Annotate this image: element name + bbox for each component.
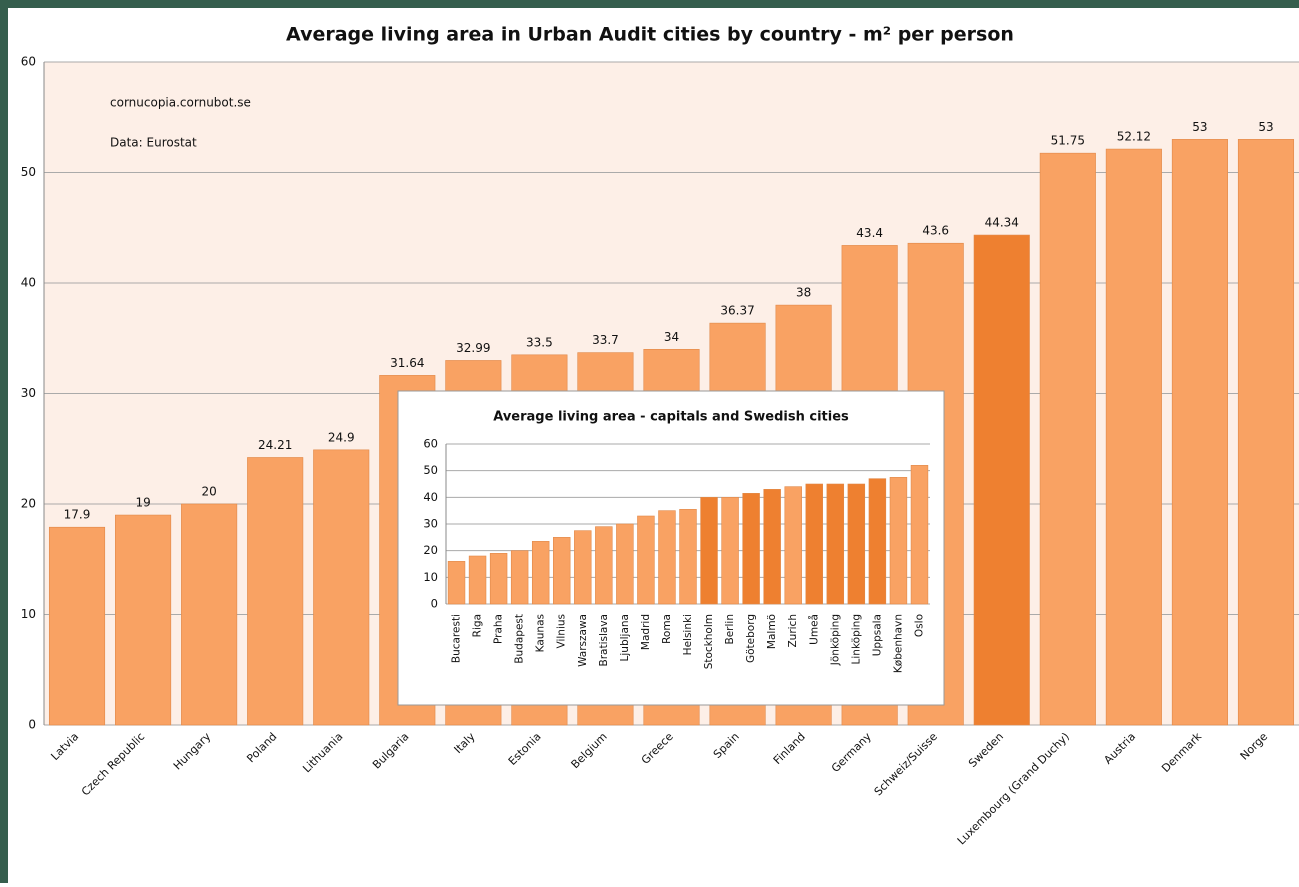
x-tick-label: Stockholm [703,614,715,669]
bar [616,523,634,605]
bar [826,483,845,605]
x-tick-label: Warszawa [577,614,589,667]
value-label: 24.9 [328,430,355,444]
bar [1105,148,1162,726]
bar [468,555,487,605]
inset-title: Average living area - capitals and Swedi… [493,410,849,425]
bar [489,553,508,605]
x-tick-label: Bratislava [598,614,610,666]
value-label: 51.75 [1051,134,1085,148]
bar [973,234,1030,726]
x-tick-label: Kaunas [535,614,547,652]
bar [868,478,887,605]
bar [889,477,908,605]
x-tick-label: Budapest [514,614,526,664]
x-tick-label: Helsinki [682,614,694,655]
bar [1171,139,1228,726]
x-tick-label: Zurich [787,614,799,648]
value-label: 44.34 [985,216,1019,230]
bar [784,486,802,605]
bar [313,449,370,726]
y-tick-label: 0 [28,718,36,732]
bar [763,489,781,605]
bar [181,503,238,726]
x-tick-label: København [892,614,904,673]
bar [1039,152,1096,726]
value-label: 38 [796,286,811,300]
bar [115,514,172,726]
bar [595,526,613,605]
x-tick-label: Uppsala [871,614,883,656]
value-label: 32.99 [456,341,490,355]
y-tick-label: 60 [423,437,438,451]
x-tick-label: Göteborg [745,614,757,663]
bar [510,550,529,605]
y-tick-label: 10 [423,570,438,584]
value-label: 53 [1258,120,1273,134]
value-label: 53 [1192,120,1207,134]
value-label: 17.9 [64,508,91,522]
value-label: 33.5 [526,335,553,349]
bar [447,561,466,605]
y-tick-label: 40 [423,490,438,504]
y-tick-label: 40 [21,276,36,290]
value-label: 33.7 [592,333,619,347]
y-tick-label: 50 [423,463,438,477]
bar [805,483,823,605]
y-tick-label: 30 [21,386,36,400]
bar [700,497,718,605]
y-tick-label: 30 [423,517,438,531]
x-tick-label: Riga [472,614,484,637]
x-tick-label: Berlin [724,614,736,644]
bar [247,457,304,726]
bar [48,526,106,726]
bar [553,537,571,605]
x-tick-label: Bucaresti [451,614,463,663]
value-label: 52.12 [1117,130,1151,144]
bar [721,497,739,605]
chart-title: Average living area in Urban Audit citie… [286,24,1014,46]
x-tick-label: Malmö [766,614,778,649]
value-label: 24.21 [258,438,292,452]
x-tick-label: Roma [661,614,673,644]
x-tick-label: Umeå [807,614,820,645]
value-label: 43.6 [922,224,949,238]
value-label: 31.64 [390,356,424,370]
bar [847,483,866,605]
x-tick-label: Ljubljana [619,614,631,661]
value-label: 20 [201,485,216,499]
y-tick-label: 20 [21,497,36,511]
x-tick-label: Praha [493,614,505,644]
x-tick-label: Oslo [913,614,925,637]
bar [679,509,697,605]
y-tick-label: 10 [21,607,36,621]
x-tick-label: Linköping [850,614,862,664]
x-tick-label: Madrid [640,614,652,650]
annotation: cornucopia.cornubot.se [110,96,251,110]
x-tick-label: Vilnius [556,614,568,648]
inset-chart: 0 10 20 30 40 50 60 Bucaresti Riga Praha Budapest K… [423,437,930,673]
value-label: 19 [135,496,150,510]
y-tick-label: 0 [431,597,438,611]
y-tick-label: 50 [21,165,36,179]
bar [531,541,550,605]
bar [1237,139,1295,726]
y-tick-label: 20 [423,543,438,557]
bar [658,510,676,605]
annotation: Data: Eurostat [110,136,197,150]
bar [742,493,760,605]
value-label: 34 [664,330,679,344]
value-label: 36.37 [720,304,754,318]
bar [574,530,592,605]
value-label: 43.4 [856,226,883,240]
y-tick-label: 60 [21,55,36,69]
bar [910,465,929,605]
x-tick-label: Jönköping [829,614,841,666]
bar [637,515,655,605]
